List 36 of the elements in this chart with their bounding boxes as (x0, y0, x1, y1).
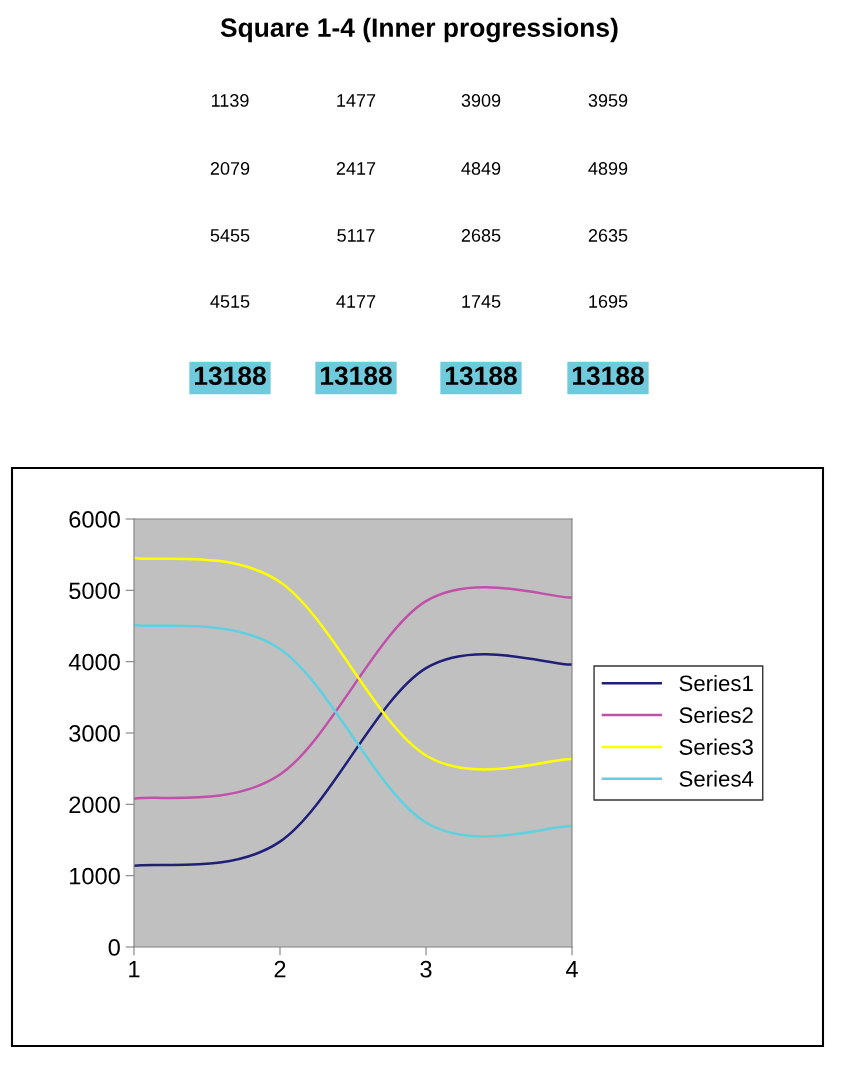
text: 5455 (210, 229, 250, 242)
text: 4899 (588, 162, 628, 175)
y-tick-label: 0 (108, 939, 120, 956)
legend-label: Series2 (679, 706, 753, 724)
legend-label: Series3 (679, 738, 753, 755)
y-tick-label: 2000 (69, 796, 120, 814)
y-tick-label: 6000 (69, 511, 120, 528)
text: 1477 (337, 94, 376, 107)
y-tick-label: 3000 (69, 725, 120, 742)
x-tick-label: 1 (129, 961, 140, 978)
text: 13188 (572, 366, 644, 386)
text: 1695 (589, 295, 628, 308)
text: 2417 (336, 162, 376, 175)
text: 5117 (337, 229, 375, 242)
text: 2635 (588, 229, 628, 242)
text: 3909 (461, 94, 501, 107)
legend-label: Series1 (679, 674, 753, 692)
text: 13188 (445, 366, 517, 386)
x-tick-label: 3 (420, 960, 432, 978)
text: 1745 (462, 295, 501, 308)
text: 13188 (320, 366, 392, 386)
text: 13188 (194, 366, 266, 386)
legend-label: Series4 (679, 770, 754, 787)
text: 4515 (210, 295, 250, 308)
x-tick-label: 2 (274, 960, 286, 978)
text: 4177 (336, 295, 376, 308)
y-tick-label: 5000 (69, 582, 120, 600)
text: 1139 (211, 94, 249, 107)
text: Square 1-4 (Inner progressions) (220, 17, 618, 43)
x-tick-label: 4 (565, 961, 578, 978)
text: 4849 (461, 162, 501, 175)
text: 2685 (461, 229, 501, 242)
text: 2079 (210, 162, 250, 175)
text: 3959 (588, 94, 628, 107)
y-tick-label: 1000 (70, 867, 120, 885)
y-tick-label: 4000 (68, 653, 120, 671)
